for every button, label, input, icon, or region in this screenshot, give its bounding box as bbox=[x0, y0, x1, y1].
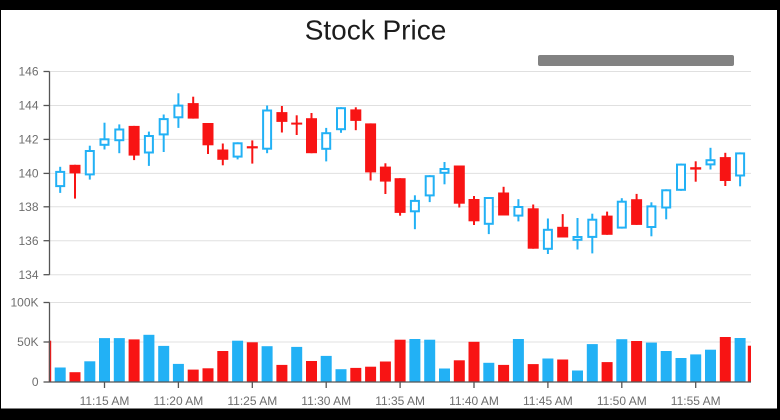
svg-text:0: 0 bbox=[32, 375, 39, 389]
svg-text:144: 144 bbox=[18, 99, 38, 113]
svg-text:11:35 AM: 11:35 AM bbox=[375, 394, 425, 408]
svg-text:11:50 AM: 11:50 AM bbox=[597, 394, 647, 408]
svg-text:138: 138 bbox=[18, 200, 38, 214]
svg-text:11:25 AM: 11:25 AM bbox=[227, 394, 277, 408]
svg-text:11:15 AM: 11:15 AM bbox=[80, 394, 130, 408]
svg-text:146: 146 bbox=[18, 65, 38, 79]
svg-text:11:20 AM: 11:20 AM bbox=[153, 394, 203, 408]
svg-text:142: 142 bbox=[18, 133, 38, 147]
svg-text:136: 136 bbox=[18, 234, 38, 248]
svg-text:11:40 AM: 11:40 AM bbox=[449, 394, 499, 408]
svg-text:Stock Price: Stock Price bbox=[305, 15, 447, 46]
svg-text:11:45 AM: 11:45 AM bbox=[523, 394, 573, 408]
svg-text:50K: 50K bbox=[17, 335, 38, 349]
svg-text:100K: 100K bbox=[10, 296, 38, 310]
svg-text:140: 140 bbox=[18, 167, 38, 181]
svg-text:11:30 AM: 11:30 AM bbox=[301, 394, 351, 408]
svg-text:11:55 AM: 11:55 AM bbox=[671, 394, 721, 408]
svg-text:134: 134 bbox=[18, 268, 38, 282]
